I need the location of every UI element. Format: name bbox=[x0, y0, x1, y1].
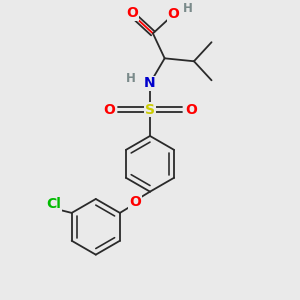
Text: O: O bbox=[167, 8, 179, 21]
Text: S: S bbox=[145, 103, 155, 117]
Text: Cl: Cl bbox=[47, 197, 61, 211]
Text: O: O bbox=[103, 103, 115, 117]
Text: O: O bbox=[129, 195, 141, 209]
Text: N: N bbox=[144, 76, 156, 90]
Text: H: H bbox=[126, 72, 136, 85]
Text: H: H bbox=[183, 2, 193, 15]
Text: O: O bbox=[185, 103, 197, 117]
Text: O: O bbox=[127, 6, 138, 20]
